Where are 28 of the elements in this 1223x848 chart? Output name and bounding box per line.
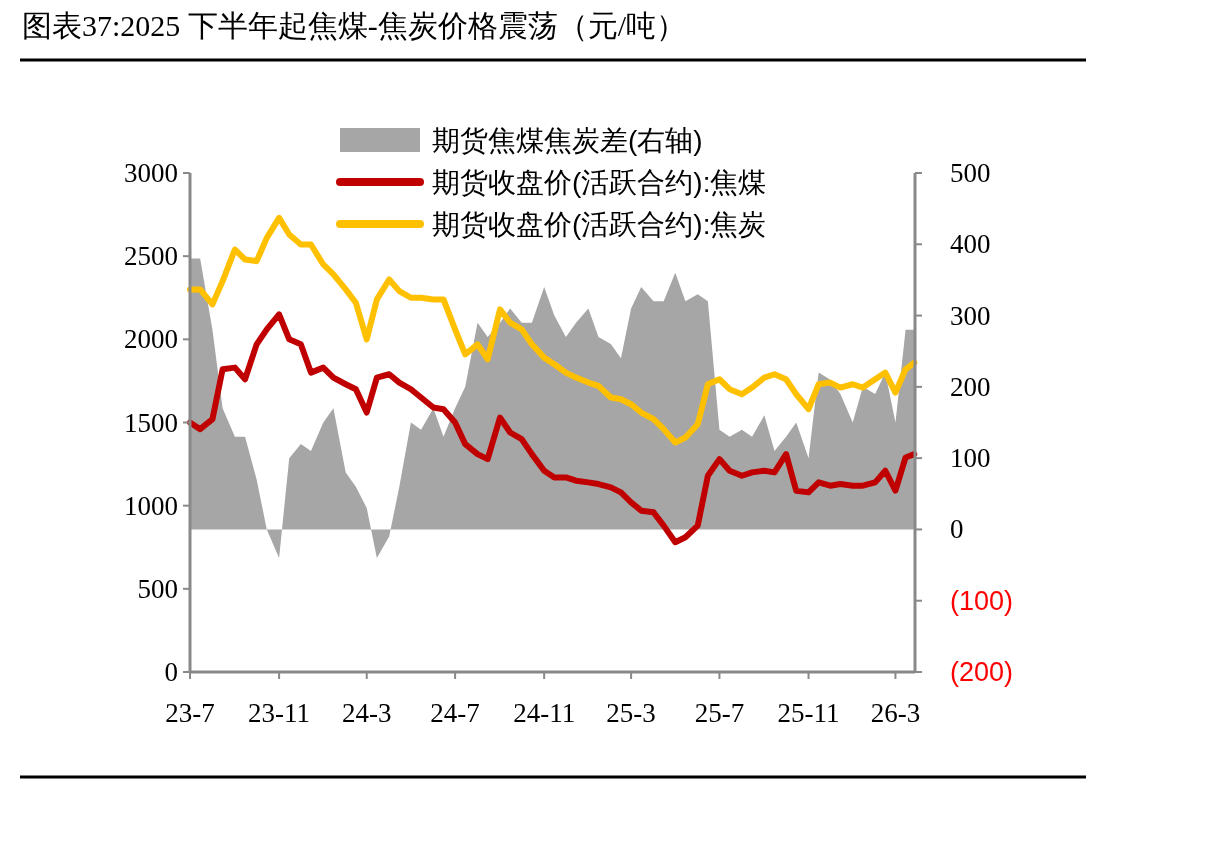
x-tick-label: 25-7 (694, 698, 745, 728)
y-tick-label: 1500 (124, 407, 178, 438)
x-tick-label: 24-3 (341, 698, 392, 728)
y2-tick-label: (200) (950, 657, 1014, 687)
x-tick-label: 25-11 (777, 698, 840, 728)
chart-title: 图表37:2025 下半年起焦煤-焦炭价格震荡（元/吨） (22, 9, 687, 42)
x-tick-label: 23-11 (248, 698, 311, 728)
y-tick-label: 3000 (124, 158, 178, 188)
legend-label: 期货收盘价(活跃合约):焦煤 (432, 167, 767, 198)
y2-tick-label: 400 (950, 229, 991, 260)
legend-label: 期货焦煤焦炭差(右轴) (432, 125, 703, 156)
legend-label: 期货收盘价(活跃合约):焦炭 (432, 209, 767, 240)
x-tick-label: 26-3 (870, 698, 921, 728)
y-tick-label: 2500 (124, 241, 178, 272)
y2-tick-label: 100 (950, 443, 991, 474)
y2-tick-label: 0 (950, 514, 964, 545)
x-tick-label: 24-11 (513, 698, 576, 728)
x-tick-label: 24-7 (430, 698, 480, 728)
x-tick-label: 25-3 (606, 698, 656, 728)
y-tick-label: 0 (164, 657, 178, 687)
y2-tick-label: (100) (950, 585, 1014, 616)
y-tick-label: 1000 (124, 490, 178, 521)
y2-tick-label: 300 (950, 300, 991, 331)
y-tick-label: 2000 (124, 324, 178, 355)
y2-tick-label: 500 (950, 158, 991, 188)
y-tick-label: 500 (137, 573, 178, 604)
y2-tick-label: 200 (950, 371, 991, 402)
x-tick-label: 23-7 (165, 698, 215, 728)
